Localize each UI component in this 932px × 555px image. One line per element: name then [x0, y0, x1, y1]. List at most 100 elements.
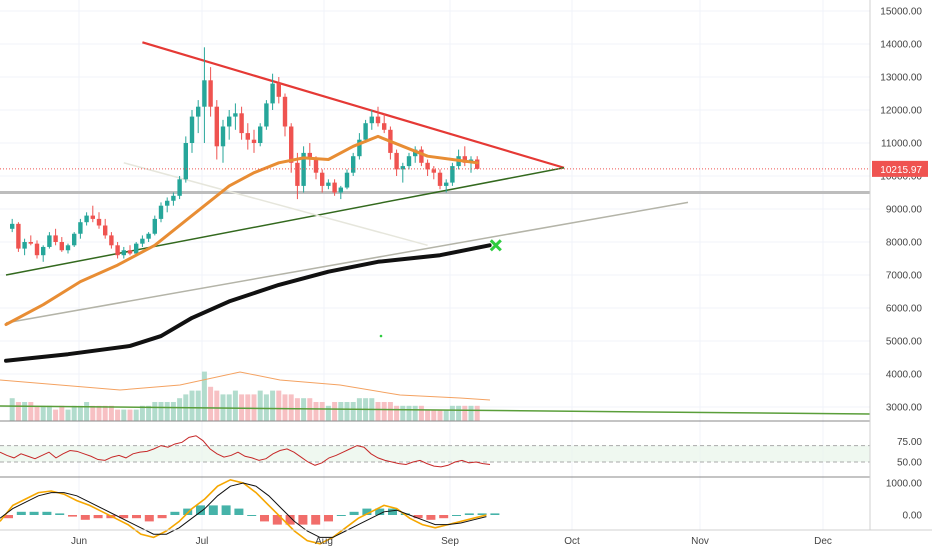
- time-axis-tick-label: Oct: [564, 536, 580, 547]
- rsi-band: [0, 445, 870, 462]
- price-axis-tick-label: 14000.00: [880, 40, 922, 51]
- macd-histogram-bar: [221, 505, 231, 515]
- volume-bar: [332, 402, 338, 421]
- macd-histogram-bar: [362, 508, 372, 515]
- macd-histogram-bar: [93, 515, 103, 519]
- volume-bar: [232, 390, 238, 421]
- volume-bar: [189, 390, 195, 421]
- volume-bar: [474, 405, 480, 421]
- candle-body: [444, 182, 449, 186]
- candle-body: [34, 243, 40, 256]
- macd-histogram-bar: [157, 515, 167, 519]
- macd-histogram-bar: [16, 511, 26, 515]
- macd-histogram-bar: [336, 515, 346, 516]
- macd-histogram-bar: [42, 511, 52, 515]
- price-axis-tick-label: 5000.00: [886, 337, 923, 348]
- sma-line: [4, 243, 492, 363]
- macd-histogram-bar: [68, 515, 77, 517]
- macd-histogram-bar: [464, 513, 474, 515]
- volume-bar: [325, 405, 331, 421]
- candle-body: [158, 205, 164, 219]
- candle-body: [338, 187, 343, 193]
- candle-body: [47, 235, 52, 247]
- macd-histogram-bar: [247, 515, 257, 516]
- volume-bar: [350, 402, 356, 421]
- volume-bar: [34, 405, 40, 421]
- volume-bar: [65, 409, 71, 421]
- price-axis-tick-label: 7000.00: [886, 271, 923, 282]
- volume-bar: [307, 398, 313, 421]
- time-axis-tick-label: Sep: [441, 536, 459, 547]
- macd-histogram-bar: [119, 515, 129, 519]
- trendline: [5, 167, 565, 276]
- candle-body: [171, 195, 176, 201]
- candle-body: [10, 223, 15, 229]
- candle-body: [177, 179, 182, 196]
- volume-moving-average: [0, 371, 491, 401]
- last-price-label: 10215.97: [880, 165, 922, 176]
- candle-body: [400, 166, 405, 170]
- price-axis-tick-label: 11000.00: [881, 139, 922, 150]
- candle-body: [419, 149, 424, 163]
- volume-bar: [282, 394, 288, 421]
- candle-body: [295, 162, 300, 186]
- volume-bar: [437, 409, 443, 421]
- candle-body: [189, 116, 195, 143]
- volume-bar: [276, 390, 282, 421]
- volume-bar: [164, 402, 170, 421]
- candle-body: [264, 103, 269, 127]
- candle-body: [369, 116, 374, 124]
- macd-histogram-bar: [55, 513, 65, 515]
- candle-body: [326, 182, 331, 186]
- volume-bar: [108, 405, 114, 421]
- volume-bar: [139, 405, 145, 421]
- volume-bar: [22, 402, 28, 421]
- trendline: [123, 162, 428, 247]
- volume-bar: [195, 390, 201, 421]
- candle-body: [65, 245, 71, 251]
- volume-bar: [146, 405, 152, 421]
- candle-body: [406, 156, 412, 167]
- candle-body: [282, 96, 288, 127]
- candle-body: [208, 80, 213, 107]
- time-axis-tick-label: Aug: [315, 536, 333, 547]
- candle-body: [196, 106, 201, 117]
- candle-body: [351, 156, 356, 173]
- macd-histogram-bar: [490, 513, 500, 515]
- volume-bar: [96, 405, 102, 421]
- macd-histogram-bar: [375, 508, 385, 515]
- macd-histogram-bar: [132, 515, 141, 519]
- volume-bar: [77, 405, 83, 421]
- rsi-line: [0, 435, 491, 468]
- candle-body: [332, 182, 337, 193]
- volume-bar: [412, 405, 418, 421]
- volume-bar: [319, 402, 325, 421]
- volume-bar: [431, 409, 437, 421]
- macd-histogram-bar: [196, 505, 205, 515]
- candle-body: [382, 123, 387, 130]
- candle-body: [152, 218, 157, 234]
- candle-body: [109, 235, 114, 246]
- candle-body: [22, 242, 27, 249]
- trendline: [5, 201, 689, 324]
- volume-bar: [338, 402, 344, 421]
- candle-body: [16, 223, 21, 249]
- candle-body: [394, 152, 399, 170]
- candle-body: [258, 126, 263, 143]
- volume-bar: [381, 402, 387, 421]
- volume-bar: [28, 402, 34, 421]
- volume-bar: [257, 390, 263, 421]
- candle-body: [251, 139, 257, 143]
- candle-body: [72, 233, 77, 246]
- macd-histogram-bar: [29, 511, 39, 515]
- volume-bar: [40, 405, 46, 421]
- macd-histogram-bar: [298, 515, 308, 525]
- price-axis-tick-label: 12000.00: [880, 106, 922, 117]
- macd-histogram-bar: [208, 505, 218, 515]
- macd-histogram-bar: [413, 515, 423, 519]
- rsi-axis-tick-label: 75.00: [897, 437, 922, 448]
- candle-body: [301, 152, 306, 186]
- volume-bar: [375, 402, 381, 421]
